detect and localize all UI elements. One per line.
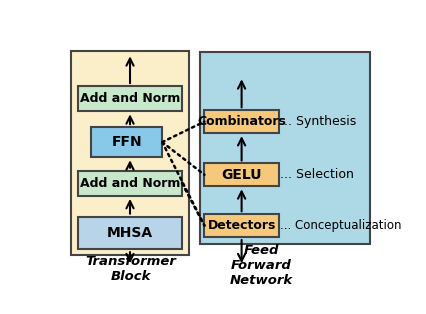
FancyBboxPatch shape <box>78 171 182 196</box>
Text: Detectors: Detectors <box>207 219 276 232</box>
Text: Add and Norm: Add and Norm <box>80 92 180 105</box>
Text: ... Conceptualization: ... Conceptualization <box>280 219 402 232</box>
Text: Transformer
Block: Transformer Block <box>85 255 176 283</box>
FancyBboxPatch shape <box>91 127 162 157</box>
Text: ... Synthesis: ... Synthesis <box>280 115 357 128</box>
Text: FFN: FFN <box>111 135 142 149</box>
FancyBboxPatch shape <box>204 163 279 187</box>
Text: ... Selection: ... Selection <box>280 168 354 181</box>
FancyBboxPatch shape <box>72 51 189 255</box>
FancyBboxPatch shape <box>78 86 182 111</box>
FancyBboxPatch shape <box>204 214 279 237</box>
FancyBboxPatch shape <box>204 110 279 133</box>
Text: GELU: GELU <box>222 168 262 182</box>
Text: MHSA: MHSA <box>107 226 153 240</box>
Text: Combinators: Combinators <box>197 115 286 128</box>
Text: Add and Norm: Add and Norm <box>80 177 180 190</box>
FancyBboxPatch shape <box>78 217 182 249</box>
Text: Feed
Forward
Network: Feed Forward Network <box>230 244 293 287</box>
FancyBboxPatch shape <box>200 52 370 244</box>
